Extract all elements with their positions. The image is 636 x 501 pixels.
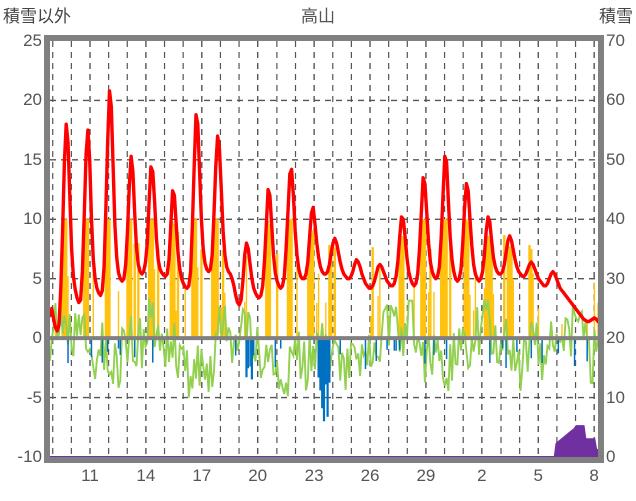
plot-area — [50, 41, 598, 457]
y-tick-left-10: 10 — [23, 209, 42, 229]
chart-canvas — [50, 41, 598, 457]
y-tick-right-50: 50 — [606, 149, 625, 169]
y-tick-left-5: 5 — [32, 268, 42, 288]
y-tick-left-15: 15 — [23, 149, 42, 169]
right-axis-title: 積雪 — [599, 7, 633, 26]
x-tick-26: 26 — [360, 466, 380, 485]
y-tick-right-70: 70 — [606, 31, 625, 50]
page-title: 高山 — [301, 7, 335, 26]
y-tick-left--10: -10 — [17, 447, 42, 466]
plot-frame-right — [598, 35, 604, 463]
y-tick-right-0: 0 — [606, 447, 616, 466]
y-tick-left-0: 0 — [32, 328, 42, 348]
y-tick-left-25: 25 — [23, 31, 42, 50]
plot-frame-bottom — [44, 457, 604, 463]
snow-depth-area — [50, 425, 598, 457]
y-tick-right-60: 60 — [606, 90, 625, 110]
y-tick-left--5: -5 — [26, 387, 42, 407]
temperature-line — [50, 89, 598, 333]
plot-frame-left — [44, 35, 50, 463]
x-tick-8: 8 — [589, 466, 599, 485]
x-tick-17: 17 — [192, 466, 212, 485]
x-tick-11: 11 — [81, 466, 99, 485]
x-tick-29: 29 — [416, 466, 436, 485]
sunshine-bars — [54, 219, 598, 339]
x-tick-5: 5 — [533, 466, 543, 485]
x-tick-14: 14 — [136, 466, 156, 485]
x-tick-20: 20 — [248, 466, 268, 485]
left-axis-title: 積雪以外 — [3, 7, 71, 26]
y-tick-right-30: 30 — [606, 268, 625, 288]
x-tick-23: 23 — [304, 466, 324, 485]
plot-frame-top — [44, 35, 604, 41]
precipitation-bars — [67, 338, 588, 422]
y-tick-left-20: 20 — [23, 90, 42, 110]
y-tick-right-20: 20 — [606, 328, 625, 348]
x-tick-2: 2 — [477, 466, 487, 485]
y-tick-right-10: 10 — [606, 387, 625, 407]
y-tick-right-40: 40 — [606, 209, 625, 229]
